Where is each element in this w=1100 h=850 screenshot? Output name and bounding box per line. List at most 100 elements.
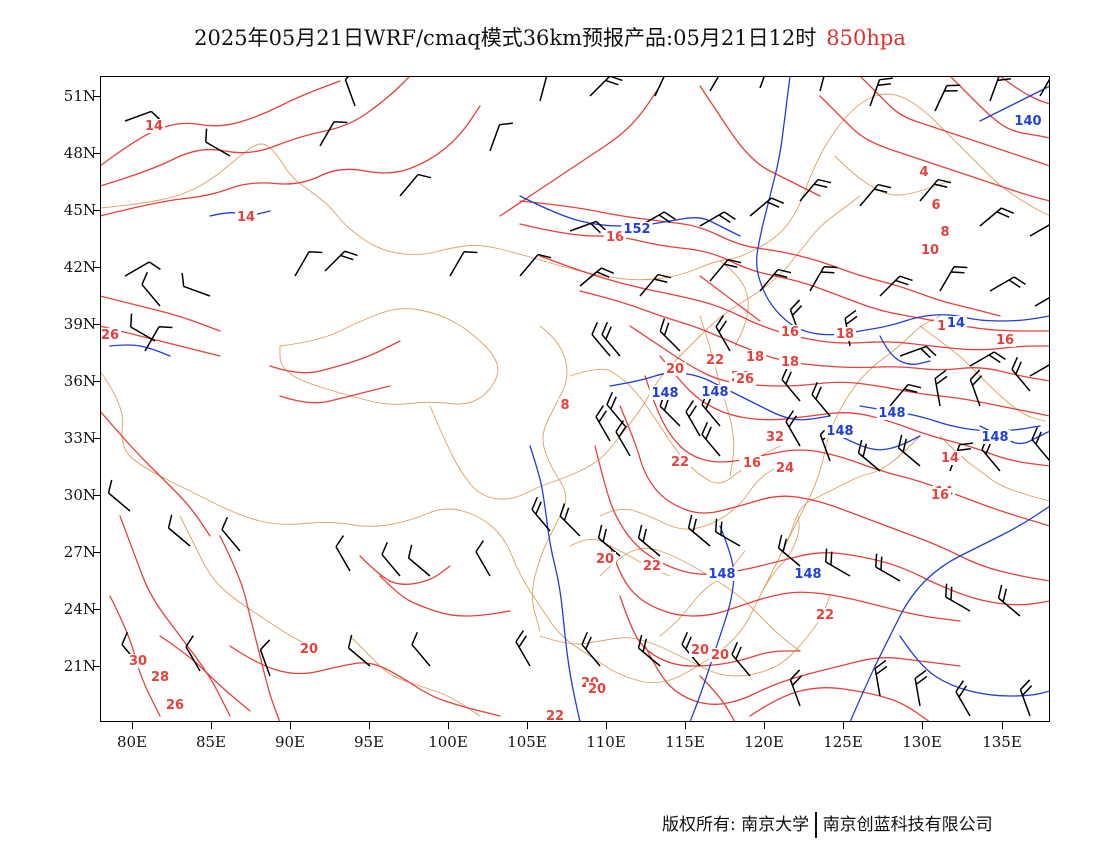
footer: 版权所有: 南京大学 南京创蓝科技有限公司	[662, 810, 993, 838]
temperature-label: 16	[743, 456, 761, 471]
lat-label: 33N	[63, 429, 96, 447]
height-contour	[689, 525, 735, 722]
wind-barb	[969, 369, 983, 407]
temperature-label: 20	[711, 648, 729, 663]
temperature-label-bg	[939, 451, 961, 465]
wind-barb	[639, 273, 672, 297]
wind-barb	[637, 524, 661, 557]
temperature-contour	[579, 290, 1050, 382]
temperature-contour	[519, 200, 1001, 317]
wind-barb	[709, 76, 738, 92]
lon-tick	[685, 722, 686, 729]
height-contour	[756, 76, 1050, 336]
wind-barb	[979, 207, 1015, 227]
boundary-line	[100, 315, 941, 684]
lon-label: 80E	[116, 733, 148, 751]
temperature-label: 22	[546, 709, 564, 722]
temperature-label-bg	[298, 642, 320, 656]
lon-tick	[1002, 722, 1003, 729]
wind-barb	[324, 250, 358, 272]
wind-barb	[319, 121, 348, 147]
wind-barb	[591, 321, 611, 357]
boundary-line	[919, 325, 1046, 422]
wind-barb	[185, 635, 201, 672]
wind-barb	[659, 318, 681, 352]
wind-barb	[601, 321, 621, 357]
boundary-line	[179, 515, 321, 652]
temperature-label: 28	[151, 670, 169, 685]
height-label-bg	[979, 430, 1011, 444]
map-canvas: 1414164681014141616181818202224262683222…	[100, 76, 1050, 722]
pressure-level: 850hpa	[826, 26, 906, 50]
wind-barb	[919, 178, 952, 202]
temperature-label-bg	[143, 119, 165, 133]
temperature-contour	[100, 76, 411, 187]
copyright-text: 版权所有: 南京大学	[662, 815, 810, 835]
temperature-contour	[100, 410, 211, 537]
wind-barb	[637, 634, 661, 667]
wind-barb	[945, 583, 971, 612]
temperature-label-bg	[127, 654, 149, 668]
height-contour-layer	[109, 76, 1050, 722]
temperature-label-bg	[779, 325, 801, 339]
lat-label: 30N	[63, 486, 96, 504]
temperature-label-bg	[774, 461, 796, 475]
temperature-contour	[100, 80, 341, 167]
temperature-contour	[100, 295, 221, 332]
wind-barb	[749, 197, 785, 217]
wind-barb	[799, 178, 832, 202]
wind-barb	[939, 266, 968, 292]
wind-barb	[685, 400, 701, 437]
wind-barb	[589, 76, 623, 97]
temperature-contour	[659, 355, 1050, 467]
lat-tick	[93, 666, 100, 667]
temperature-contour	[359, 555, 451, 585]
lon-tick	[211, 722, 212, 729]
temperature-label: 24	[776, 461, 794, 476]
temperature-label-bg	[764, 430, 786, 444]
boundary-line	[599, 460, 791, 530]
height-label: 148	[794, 567, 821, 582]
height-label: 148	[981, 430, 1008, 445]
temperature-label-bg	[586, 682, 608, 696]
temperature-label-bg	[604, 230, 626, 244]
temperature-label-bg	[664, 362, 686, 376]
temperature-label-bg	[594, 552, 616, 566]
temperature-label-bg	[689, 643, 711, 657]
wind-barb	[205, 128, 231, 157]
wind-barb	[559, 503, 581, 537]
footer-divider	[815, 812, 817, 838]
lon-tick	[369, 722, 370, 729]
wind-barb	[879, 275, 913, 297]
wind-barb	[606, 391, 626, 427]
lat-tick	[93, 96, 100, 97]
temperature-label: 20	[596, 552, 614, 567]
boundary-line	[759, 195, 861, 292]
wind-barb	[809, 266, 838, 292]
temperature-label-bg	[779, 355, 801, 369]
temperature-label: 10	[921, 243, 939, 258]
height-contour	[879, 335, 931, 365]
height-label: 148	[701, 385, 728, 400]
temperature-label: 16	[996, 333, 1014, 348]
temperature-label-bg	[744, 350, 766, 364]
wind-barb	[687, 514, 711, 547]
wind-barb	[399, 173, 432, 197]
wind-barb	[407, 544, 431, 577]
wind-barb	[1029, 361, 1050, 377]
wind-barb	[107, 479, 131, 512]
wind-barb	[819, 76, 841, 92]
temperature-label: 18	[781, 355, 799, 370]
wind-barb	[934, 369, 948, 407]
temperature-label-bg	[704, 353, 726, 367]
height-label: 148	[708, 567, 735, 582]
map-panel[interactable]: 1414164681014141616181818202224262683222…	[100, 76, 1050, 722]
temperature-label: 26	[736, 372, 754, 387]
lat-label: 27N	[63, 543, 96, 561]
temperature-contour	[100, 105, 481, 217]
wind-barb	[715, 518, 741, 547]
temperature-label-bg	[741, 456, 763, 470]
wind-barb	[597, 524, 621, 557]
wind-barb	[489, 122, 513, 152]
height-label: 148	[826, 424, 853, 439]
